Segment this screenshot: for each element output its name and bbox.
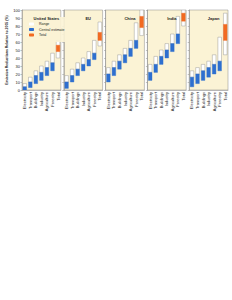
svg-text:Forestry: Forestry <box>92 92 97 107</box>
svg-text:Buildings: Buildings <box>75 92 80 108</box>
svg-text:40: 40 <box>16 56 21 61</box>
svg-text:10: 10 <box>16 80 21 85</box>
svg-text:Electricity: Electricity <box>106 92 111 109</box>
svg-text:India: India <box>167 16 177 21</box>
svg-text:70: 70 <box>16 32 21 37</box>
svg-text:60: 60 <box>16 40 21 45</box>
svg-text:Forestry: Forestry <box>217 92 222 107</box>
svg-text:Electricity: Electricity <box>189 92 194 109</box>
svg-text:Transport: Transport <box>195 91 200 109</box>
svg-text:Agriculture: Agriculture <box>128 91 133 111</box>
svg-text:Industry: Industry <box>39 92 44 106</box>
svg-text:Total: Total <box>139 92 144 101</box>
svg-text:Agriculture: Agriculture <box>86 91 91 111</box>
svg-text:30: 30 <box>16 64 21 69</box>
svg-text:United States: United States <box>34 16 60 21</box>
svg-text:Agriculture: Agriculture <box>44 91 49 111</box>
svg-text:Buildings: Buildings <box>117 92 122 108</box>
svg-text:Forestry: Forestry <box>50 92 55 107</box>
svg-text:Buildings: Buildings <box>159 92 164 108</box>
svg-text:Total: Total <box>181 92 186 101</box>
svg-text:Japan: Japan <box>208 16 220 21</box>
svg-text:90: 90 <box>16 16 21 21</box>
svg-text:Buildings: Buildings <box>201 92 206 108</box>
svg-text:Transport: Transport <box>28 91 33 109</box>
svg-text:80: 80 <box>16 24 21 29</box>
svg-text:Industry: Industry <box>164 92 169 106</box>
svg-text:China: China <box>124 16 136 21</box>
svg-text:Range: Range <box>39 22 49 26</box>
svg-text:50: 50 <box>16 48 21 53</box>
svg-text:Electricity: Electricity <box>22 92 27 109</box>
svg-text:Transport: Transport <box>153 91 158 109</box>
svg-text:EU: EU <box>85 16 91 21</box>
svg-text:100: 100 <box>13 8 20 13</box>
svg-text:Industry: Industry <box>81 92 86 106</box>
svg-text:Total: Total <box>97 92 102 101</box>
svg-text:Total: Total <box>223 92 228 101</box>
svg-text:Buildings: Buildings <box>33 92 38 108</box>
svg-text:Central estimate: Central estimate <box>39 28 65 32</box>
svg-text:Industry: Industry <box>206 92 211 106</box>
svg-text:Total: Total <box>56 92 61 101</box>
svg-text:Forestry: Forestry <box>134 92 139 107</box>
svg-text:Emission Reductions Relative t: Emission Reductions Relative to 2005 (%) <box>5 15 9 84</box>
svg-text:Agriculture: Agriculture <box>212 91 217 111</box>
svg-text:Electricity: Electricity <box>64 92 69 109</box>
svg-text:Transport: Transport <box>70 91 75 109</box>
svg-text:Forestry: Forestry <box>175 92 180 107</box>
svg-text:Electricity: Electricity <box>148 92 153 109</box>
svg-text:Total: Total <box>39 33 47 37</box>
svg-text:0: 0 <box>18 88 21 93</box>
svg-text:Agriculture: Agriculture <box>170 91 175 111</box>
svg-text:Industry: Industry <box>123 92 128 106</box>
svg-text:Transport: Transport <box>111 91 116 109</box>
svg-text:20: 20 <box>16 72 21 77</box>
